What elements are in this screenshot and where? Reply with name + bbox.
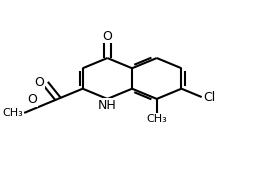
Text: CH₃: CH₃ [2,108,23,118]
Text: CH₃: CH₃ [146,114,167,124]
Text: O: O [27,93,37,106]
Text: O: O [34,77,44,89]
Text: NH: NH [98,99,117,112]
Text: O: O [102,30,112,43]
Text: Cl: Cl [203,91,215,103]
